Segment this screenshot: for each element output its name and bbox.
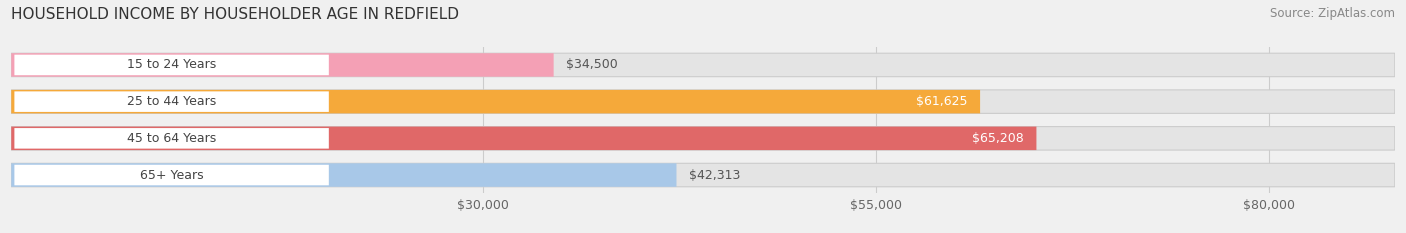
Text: $34,500: $34,500 xyxy=(567,58,619,72)
FancyBboxPatch shape xyxy=(11,163,676,187)
FancyBboxPatch shape xyxy=(11,127,1395,150)
FancyBboxPatch shape xyxy=(14,91,329,112)
Text: 25 to 44 Years: 25 to 44 Years xyxy=(127,95,217,108)
FancyBboxPatch shape xyxy=(11,90,1395,113)
FancyBboxPatch shape xyxy=(14,128,329,149)
Text: HOUSEHOLD INCOME BY HOUSEHOLDER AGE IN REDFIELD: HOUSEHOLD INCOME BY HOUSEHOLDER AGE IN R… xyxy=(11,7,460,22)
Text: $65,208: $65,208 xyxy=(972,132,1024,145)
Text: 65+ Years: 65+ Years xyxy=(139,168,204,182)
FancyBboxPatch shape xyxy=(11,90,980,113)
FancyBboxPatch shape xyxy=(11,53,1395,77)
Text: Source: ZipAtlas.com: Source: ZipAtlas.com xyxy=(1270,7,1395,20)
Text: 15 to 24 Years: 15 to 24 Years xyxy=(127,58,217,72)
FancyBboxPatch shape xyxy=(11,127,1036,150)
Text: $61,625: $61,625 xyxy=(917,95,967,108)
FancyBboxPatch shape xyxy=(11,163,1395,187)
Text: $42,313: $42,313 xyxy=(689,168,741,182)
FancyBboxPatch shape xyxy=(11,53,554,77)
Text: 45 to 64 Years: 45 to 64 Years xyxy=(127,132,217,145)
FancyBboxPatch shape xyxy=(14,55,329,75)
FancyBboxPatch shape xyxy=(14,165,329,185)
